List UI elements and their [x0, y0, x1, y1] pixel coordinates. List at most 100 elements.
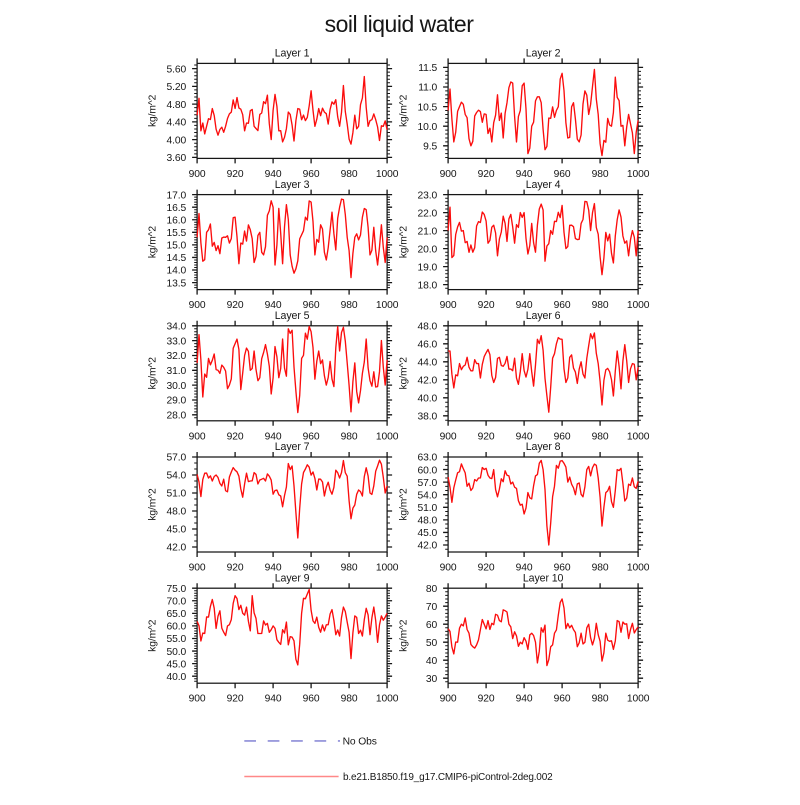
- svg-text:980: 980: [341, 694, 358, 705]
- svg-text:960: 960: [554, 563, 571, 574]
- svg-text:kg/m^2: kg/m^2: [147, 226, 158, 259]
- svg-text:kg/m^2: kg/m^2: [147, 94, 158, 127]
- svg-text:920: 920: [478, 169, 495, 180]
- svg-text:54.0: 54.0: [418, 490, 438, 501]
- svg-text:14.5: 14.5: [167, 253, 187, 264]
- svg-text:920: 920: [227, 563, 244, 574]
- svg-text:920: 920: [227, 300, 244, 311]
- svg-text:14.0: 14.0: [167, 266, 187, 277]
- svg-text:48.0: 48.0: [418, 516, 438, 527]
- svg-text:kg/m^2: kg/m^2: [398, 619, 409, 652]
- svg-text:60: 60: [426, 620, 438, 631]
- svg-text:31.0: 31.0: [167, 366, 187, 377]
- svg-text:5.20: 5.20: [167, 82, 187, 93]
- svg-text:920: 920: [227, 694, 244, 705]
- svg-text:16.5: 16.5: [167, 203, 187, 214]
- svg-text:4.80: 4.80: [167, 100, 187, 111]
- svg-text:3.60: 3.60: [167, 153, 187, 164]
- svg-text:920: 920: [478, 694, 495, 705]
- svg-text:10.0: 10.0: [418, 122, 438, 133]
- svg-text:Layer 5: Layer 5: [275, 310, 310, 322]
- svg-text:1000: 1000: [627, 300, 650, 311]
- svg-text:44.0: 44.0: [418, 358, 438, 369]
- svg-text:940: 940: [265, 169, 282, 180]
- svg-text:940: 940: [516, 431, 533, 442]
- svg-text:1000: 1000: [376, 169, 399, 180]
- svg-text:57.0: 57.0: [418, 478, 438, 489]
- svg-text:980: 980: [592, 694, 609, 705]
- svg-text:960: 960: [554, 694, 571, 705]
- svg-text:920: 920: [478, 563, 495, 574]
- svg-text:Layer 7: Layer 7: [275, 441, 310, 453]
- svg-text:900: 900: [440, 563, 457, 574]
- svg-text:18.0: 18.0: [418, 280, 438, 291]
- svg-text:29.0: 29.0: [167, 396, 187, 407]
- svg-text:32.0: 32.0: [167, 351, 187, 362]
- svg-text:980: 980: [592, 431, 609, 442]
- svg-text:920: 920: [227, 169, 244, 180]
- svg-text:960: 960: [303, 694, 320, 705]
- svg-text:920: 920: [478, 300, 495, 311]
- svg-text:980: 980: [341, 431, 358, 442]
- svg-text:4.00: 4.00: [167, 135, 187, 146]
- svg-text:51.0: 51.0: [418, 503, 438, 514]
- svg-text:45.0: 45.0: [418, 528, 438, 539]
- svg-text:51.0: 51.0: [167, 489, 187, 500]
- svg-text:940: 940: [516, 169, 533, 180]
- svg-text:63.0: 63.0: [418, 453, 438, 464]
- svg-text:kg/m^2: kg/m^2: [147, 357, 158, 390]
- svg-text:980: 980: [341, 169, 358, 180]
- svg-text:60.0: 60.0: [167, 622, 187, 633]
- svg-text:980: 980: [341, 563, 358, 574]
- svg-text:22.0: 22.0: [418, 208, 438, 219]
- svg-text:1000: 1000: [627, 563, 650, 574]
- svg-text:34.0: 34.0: [167, 322, 187, 333]
- svg-text:42.0: 42.0: [418, 376, 438, 387]
- svg-text:10.5: 10.5: [418, 102, 438, 113]
- svg-text:70.0: 70.0: [167, 596, 187, 607]
- svg-text:20.0: 20.0: [418, 244, 438, 255]
- svg-text:17.0: 17.0: [167, 190, 187, 201]
- svg-text:900: 900: [440, 169, 457, 180]
- svg-text:4.40: 4.40: [167, 118, 187, 129]
- svg-text:960: 960: [554, 300, 571, 311]
- svg-text:11.5: 11.5: [418, 63, 437, 74]
- svg-text:46.0: 46.0: [418, 340, 438, 351]
- svg-text:19.0: 19.0: [418, 262, 438, 273]
- svg-text:900: 900: [189, 300, 206, 311]
- svg-text:kg/m^2: kg/m^2: [398, 94, 409, 127]
- svg-text:Layer 10: Layer 10: [523, 572, 564, 584]
- svg-text:960: 960: [303, 300, 320, 311]
- svg-text:soil liquid water: soil liquid water: [325, 11, 475, 37]
- svg-text:21.0: 21.0: [418, 226, 438, 237]
- svg-text:b.e21.B1850.f19_g17.CMIP6-piCo: b.e21.B1850.f19_g17.CMIP6-piControl-2deg…: [343, 772, 553, 783]
- svg-text:kg/m^2: kg/m^2: [147, 488, 158, 521]
- svg-text:45.0: 45.0: [167, 659, 187, 670]
- svg-text:5.60: 5.60: [167, 64, 187, 75]
- svg-text:940: 940: [516, 563, 533, 574]
- svg-text:900: 900: [189, 694, 206, 705]
- svg-text:960: 960: [554, 169, 571, 180]
- svg-text:940: 940: [516, 300, 533, 311]
- svg-text:920: 920: [227, 431, 244, 442]
- svg-text:Layer 9: Layer 9: [275, 572, 310, 584]
- svg-text:960: 960: [554, 431, 571, 442]
- svg-text:28.0: 28.0: [167, 411, 187, 422]
- svg-text:940: 940: [265, 431, 282, 442]
- svg-text:15.5: 15.5: [167, 228, 187, 239]
- svg-text:kg/m^2: kg/m^2: [398, 488, 409, 521]
- svg-text:38.0: 38.0: [418, 412, 438, 423]
- svg-text:9.5: 9.5: [423, 142, 437, 153]
- svg-text:70: 70: [426, 602, 438, 613]
- svg-text:960: 960: [303, 563, 320, 574]
- svg-text:Layer 3: Layer 3: [275, 179, 310, 191]
- svg-text:30: 30: [426, 674, 438, 685]
- svg-text:80: 80: [426, 584, 438, 595]
- svg-text:No Obs: No Obs: [343, 736, 377, 747]
- svg-text:940: 940: [265, 694, 282, 705]
- svg-text:Layer 6: Layer 6: [526, 310, 561, 322]
- svg-text:11.0: 11.0: [418, 83, 437, 94]
- svg-text:50: 50: [426, 638, 438, 649]
- svg-text:980: 980: [592, 169, 609, 180]
- svg-text:960: 960: [303, 431, 320, 442]
